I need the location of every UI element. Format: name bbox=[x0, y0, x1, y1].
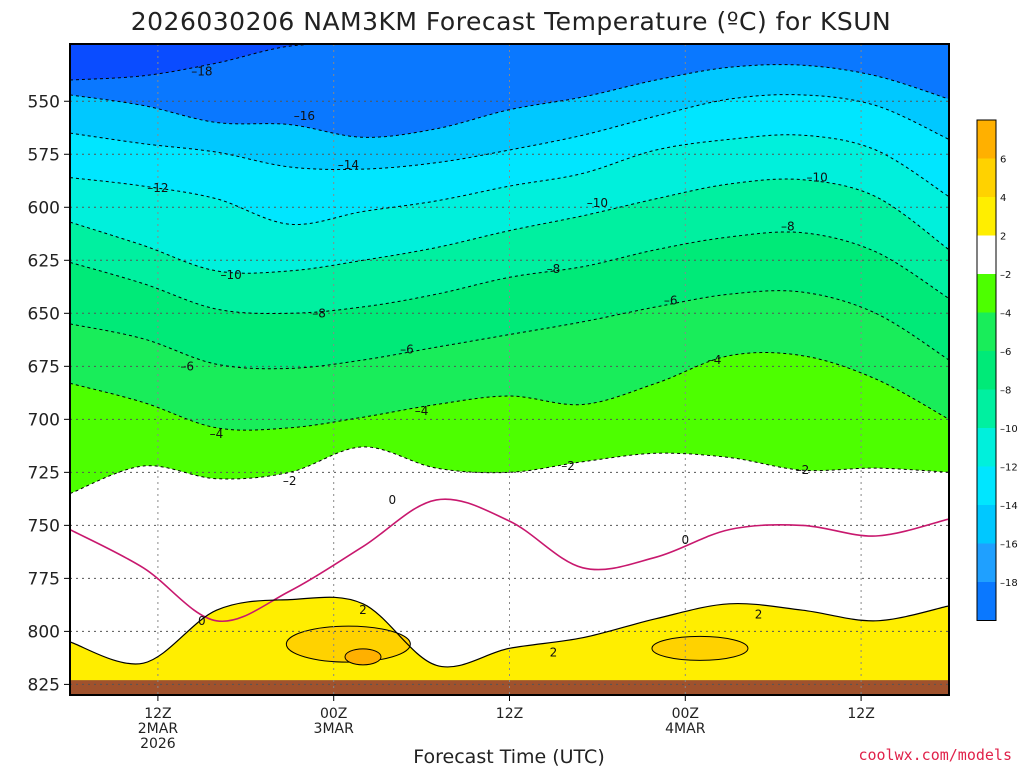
colorbar-band-5 bbox=[977, 312, 996, 351]
isotherm--10 bbox=[70, 178, 949, 274]
colorbar-band-7 bbox=[977, 389, 996, 428]
isotherm-0 bbox=[70, 498, 949, 623]
isotherm-label-2: –14 bbox=[338, 158, 359, 172]
isotherm-label-22: 2 bbox=[359, 603, 367, 617]
colorbar-band-11 bbox=[977, 543, 996, 582]
colorbar-band-6 bbox=[977, 351, 996, 390]
x-tick-label-h6-2: 2026 bbox=[140, 736, 176, 752]
isotherm-lines bbox=[70, 44, 949, 668]
isotherm-labels: –18 –16 –14 –12 –10 –10 –10 –8 –8 –8 –6 –6 –6 –4 –4 –4 –… bbox=[147, 65, 828, 660]
x-tick-label-h18-1: 3MAR bbox=[314, 721, 355, 737]
isotherm--2 bbox=[70, 446, 949, 495]
y-tick-label-600: 600 bbox=[28, 198, 60, 218]
colorbar-band-10 bbox=[977, 505, 996, 544]
x-tick-label-h30-0: 12Z bbox=[496, 706, 523, 722]
isotherm-label-5: –10 bbox=[587, 196, 608, 210]
grid-lines bbox=[70, 44, 949, 695]
isotherm-label-21: 0 bbox=[681, 533, 689, 547]
colorbar-band-0 bbox=[977, 120, 996, 159]
colorbar-tick-9: –14 bbox=[1000, 501, 1018, 512]
isotherm-label-20: 0 bbox=[388, 493, 396, 507]
y-tick-label-725: 725 bbox=[28, 463, 60, 483]
watermark: coolwx.com/models bbox=[858, 746, 1012, 764]
isotherm-label-19: 0 bbox=[198, 614, 206, 628]
y-tick-label-800: 800 bbox=[28, 622, 60, 642]
chart-title: 2026030206 NAM3KM Forecast Temperature (… bbox=[131, 7, 892, 36]
isotherm-label-18: –2 bbox=[796, 463, 810, 477]
colorbar-band-8 bbox=[977, 428, 996, 467]
colorbar-band-1 bbox=[977, 158, 996, 197]
colorbar-band-4 bbox=[977, 274, 996, 313]
colorbar-tick-1: 4 bbox=[1000, 193, 1006, 204]
isotherm-label-1: –16 bbox=[294, 109, 315, 123]
colorbar-band-12 bbox=[977, 582, 996, 621]
x-tick-label-h6-1: 2MAR bbox=[138, 721, 179, 737]
colorbar-tick-7: –10 bbox=[1000, 424, 1018, 435]
colorbar-tick-4: –4 bbox=[1000, 309, 1011, 320]
colorbar-tick-6: –8 bbox=[1000, 386, 1011, 397]
isotherm-label-12: –6 bbox=[664, 294, 678, 308]
x-tick-label-h54-0: 12Z bbox=[847, 706, 874, 722]
y-tick-label-700: 700 bbox=[28, 410, 60, 430]
colorbar-band-9 bbox=[977, 466, 996, 505]
colorbar-tick-8: –12 bbox=[1000, 463, 1018, 474]
isotherm-label-16: –2 bbox=[283, 474, 297, 488]
isotherm-label-17: –2 bbox=[561, 459, 575, 473]
isotherm-label-0: –18 bbox=[191, 65, 212, 79]
colorbar-legend: 6 4 2 –2 –4 –6 –8 –10 –12 –14 –16 –18 bbox=[976, 119, 1018, 621]
colorbar-tick-2: 2 bbox=[1000, 232, 1006, 243]
isotherm-2 bbox=[70, 596, 949, 668]
isotherm--16 bbox=[70, 64, 949, 138]
isotherm-label-7: –8 bbox=[312, 306, 326, 320]
isotherm--4 bbox=[70, 352, 949, 431]
colorbar-tick-10: –16 bbox=[1000, 540, 1018, 551]
y-tick-label-650: 650 bbox=[28, 304, 60, 324]
isotherm-label-23: 2 bbox=[550, 646, 558, 660]
colorbar-tick-0: 6 bbox=[1000, 155, 1006, 166]
colorbar-tick-3: –2 bbox=[1000, 270, 1011, 281]
warm-pocket-2 bbox=[344, 648, 382, 666]
band-below-2 bbox=[70, 597, 949, 695]
isotherm-label-14: –4 bbox=[415, 404, 429, 418]
isotherm-label-24: 2 bbox=[755, 607, 763, 621]
y-tick-label-750: 750 bbox=[28, 516, 60, 536]
y-tick-label-775: 775 bbox=[28, 569, 60, 589]
isotherm-label-4: –10 bbox=[221, 268, 242, 282]
isotherm-label-9: –8 bbox=[781, 219, 795, 233]
isotherm-label-15: –4 bbox=[708, 353, 722, 367]
pressure-axis: 550 575 600 625 650 675 700 725 750 775 800 825 bbox=[28, 92, 70, 695]
plot-area: –18 –16 –14 –12 –10 –10 –10 –8 –8 –8 –6 –6 –6 –4 –4 –4 –… bbox=[70, 44, 949, 695]
x-tick-label-h42-1: 4MAR bbox=[665, 721, 706, 737]
x-tick-label-h42-0: 00Z bbox=[672, 706, 699, 722]
temperature-fills bbox=[70, 44, 949, 695]
y-tick-label-825: 825 bbox=[28, 675, 60, 695]
colorbar-frame bbox=[976, 119, 997, 621]
isotherm--6 bbox=[70, 290, 949, 370]
y-tick-label-575: 575 bbox=[28, 145, 60, 165]
isotherm-label-8: –8 bbox=[547, 262, 561, 276]
isotherm-label-3: –12 bbox=[147, 181, 168, 195]
colorbar-tick-11: –18 bbox=[1000, 578, 1018, 589]
x-axis-label: Forecast Time (UTC) bbox=[413, 746, 604, 768]
isotherm-label-11: –6 bbox=[400, 342, 414, 356]
colorbar-tick-5: –6 bbox=[1000, 347, 1011, 358]
isotherm-label-13: –4 bbox=[210, 427, 224, 441]
colorbar-band-3 bbox=[977, 235, 996, 274]
isotherm--8 bbox=[70, 231, 949, 314]
isotherm-label-10: –6 bbox=[180, 359, 194, 373]
warm-pocket-1 bbox=[651, 635, 749, 661]
isotherm-label-6: –10 bbox=[807, 171, 828, 185]
y-tick-label-625: 625 bbox=[28, 251, 60, 271]
x-tick-label-h6-0: 12Z bbox=[144, 706, 171, 722]
colorbar-band-2 bbox=[977, 197, 996, 236]
y-tick-label-550: 550 bbox=[28, 92, 60, 112]
x-tick-label-h18-0: 00Z bbox=[320, 706, 347, 722]
y-tick-label-675: 675 bbox=[28, 357, 60, 377]
